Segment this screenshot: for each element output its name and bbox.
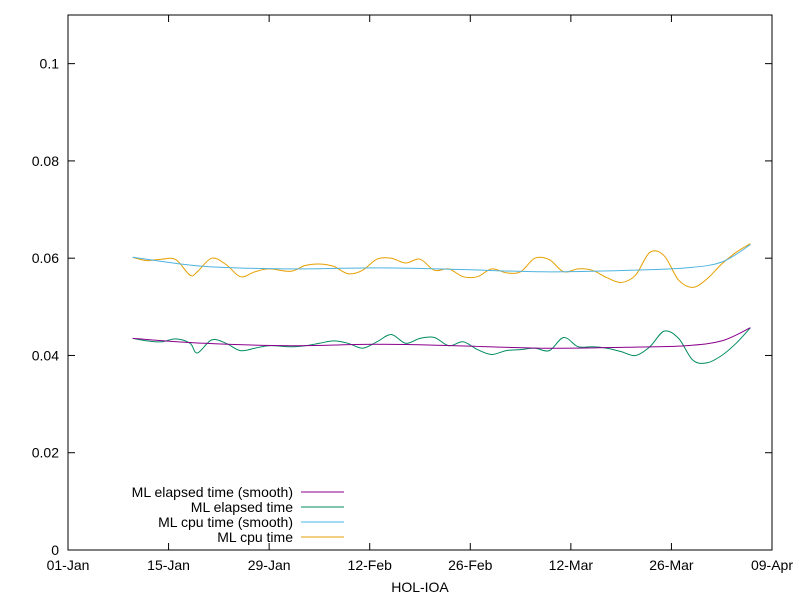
x-tick-label: 26-Feb [448, 557, 493, 573]
y-tick-label: 0.04 [32, 347, 59, 363]
y-tick-label: 0 [51, 542, 59, 558]
legend: ML elapsed time (smooth)ML elapsed timeM… [132, 484, 344, 545]
x-tick-label: 01-Jan [47, 557, 90, 573]
x-axis-title: HOL-IOA [391, 579, 449, 595]
legend-label: ML elapsed time [191, 499, 293, 515]
x-tick-label: 12-Feb [348, 557, 393, 573]
axis-ticks: 0 0.02 0.04 0.06 0.08 0.1 01-Jan 15-Jan 29-Jan 12… [32, 15, 793, 573]
x-tick-label: 12-Mar [549, 557, 594, 573]
x-tick-label: 15-Jan [147, 557, 190, 573]
y-tick-label: 0.02 [32, 445, 59, 461]
legend-label: ML elapsed time (smooth) [132, 484, 293, 500]
series-line-0 [132, 327, 751, 349]
legend-label: ML cpu time [217, 529, 293, 545]
plot-frame [67, 14, 773, 551]
series-lines [132, 243, 751, 364]
y-tick-label: 0.1 [40, 56, 60, 72]
x-tick-label: 26-Mar [649, 557, 694, 573]
series-line-2 [132, 244, 751, 273]
y-tick-label: 0.06 [32, 250, 59, 266]
legend-label: ML cpu time (smooth) [158, 514, 293, 530]
y-tick-label: 0.08 [32, 153, 59, 169]
x-tick-label: 09-Apr [751, 557, 793, 573]
x-tick-label: 29-Jan [248, 557, 291, 573]
series-line-3 [132, 243, 751, 288]
